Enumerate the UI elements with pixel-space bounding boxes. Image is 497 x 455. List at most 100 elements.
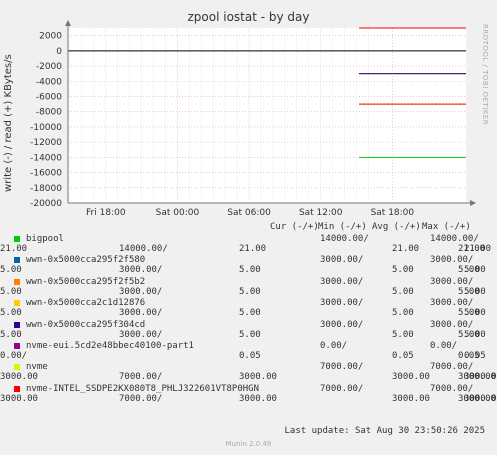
legend-value-max: 3000.00/ [430,255,474,266]
legend-series-name: nvme-eui.5cd2e48bbec40100-part1 [26,340,194,351]
x-tick-label: Sat 18:00 [371,208,415,218]
y-tick-label: -10000 [30,123,62,133]
legend-value-cur2: 5.00 [239,286,261,297]
legend-value-max2: 5.00 [458,308,480,319]
legend-row: wwn-0x5000cca295f2f580 5.00 3000.00/5.00 3… [0,255,494,276]
legend-value-line2: 5.00 [0,308,22,319]
legend-value-min: 7000.00/ [320,383,364,394]
legend-value-avg: 5.00 [464,329,486,340]
legend-value-cur2: 21.00 [239,244,267,254]
legend: bigpool 21.00 14000.00/21.00 14000.00/21.0… [0,234,497,405]
legend-swatch [14,300,20,307]
legend-series-name: wwn-0x5000cca295f304cd [26,319,146,330]
legend-value-cur: 7000.00/ [119,393,163,404]
legend-value-line2: 5.00 [0,329,22,340]
legend-value-cur2: 5.00 [239,329,261,340]
legend-value-avg: 3000.00 [464,393,497,404]
legend-swatch [14,278,20,285]
legend-value-min: 14000.00/ [320,234,369,244]
legend-value-max2: 5.00 [458,286,480,297]
legend-value-max: 3000.00/ [430,276,474,287]
legend-series-name: wwn-0x5000cca2c1d12876 [26,298,146,309]
legend-value-avg: 5.00 [464,286,486,297]
legend-value-max: 7000.00/ [430,362,474,373]
legend-value-min2: 3000.00 [392,393,430,404]
x-tick-label: Sat 00:00 [156,208,200,218]
legend-value-max: 3000.00/ [430,319,474,330]
x-axis-arrow [470,200,476,206]
y-tick-label: -8000 [36,108,62,118]
legend-value-max2: 21.00 [458,244,486,254]
legend-value-line2: 0.00/ [0,350,28,361]
x-tick-label: Fri 18:00 [86,208,126,218]
legend-value-max: 3000.00/ [430,298,474,309]
legend-value-min: 3000.00/ [320,298,364,309]
x-tick-label: Sat 12:00 [299,208,343,218]
legend-value-cur2: 0.05 [239,350,261,361]
legend-value-min2: 5.00 [392,329,414,340]
legend-series-name: nvme-INTEL_SSDPE2KX080T8_PHLJ322601VT8P0… [26,383,259,394]
legend-value-cur2: 5.00 [239,265,261,276]
legend-series-name: nvme [26,362,48,373]
legend-value-min2: 21.00 [392,244,420,254]
legend-value-max: 7000.00/ [430,383,474,394]
legend-swatch [14,321,20,328]
legend-series-name: wwn-0x5000cca295f2f580 [26,255,146,266]
legend-value-cur2: 3000.00 [239,372,277,383]
legend-value-min: 7000.00/ [320,362,364,373]
legend-row: wwn-0x5000cca2c1d12876 5.00 3000.00/5.00 3… [0,298,494,319]
legend-value-cur2: 3000.00 [239,393,277,404]
legend-value-line2: 5.00 [0,286,22,297]
rrdtool-credit: RRDTOOL / TOBI OETIKER [481,24,489,126]
legend-value-min2: 3000.00 [392,372,430,383]
legend-value-line2: 21.00 [0,244,28,254]
legend-value-avg: 0.05 [464,350,486,361]
legend-header-max: Max (-/+) [422,222,471,232]
legend-row: wwn-0x5000cca295f304cd 5.00 3000.00/5.00 3… [0,319,494,341]
chart-area: 2000 0 -2000 -4000 -6000 -8000 -10000 -12000 -14… [30,20,476,218]
legend-row: nvme-eui.5cd2e48bbec40100-part1 0.00/0.0… [0,340,494,362]
legend-value-avg: 5.00 [464,265,486,276]
y-tick-label: -4000 [36,77,62,87]
y-tick-label: -14000 [30,153,62,163]
legend-row: nvme-INTEL_SSDPE2KX080T8_PHLJ322601VT8P0… [0,383,497,405]
legend-value-avg: 3000.00 [464,372,497,383]
legend-value-max: 14000.00/ [430,234,479,244]
munin-version: Munin 2.0.49 [225,440,272,448]
legend-header-avg: Avg (-/+) [372,222,421,232]
legend-value-cur: 14000.00/ [119,244,168,254]
y-axis-arrow [65,20,71,26]
legend-swatch [14,385,20,392]
legend-value-line2: 5.00 [0,265,22,276]
y-tick-label: 0 [56,47,62,57]
legend-value-cur: 3000.00/ [119,329,163,340]
legend-value-min: 0.00/ [320,340,348,351]
legend-value-max2: 5.00 [458,329,480,340]
legend-value-avg: 5.00 [464,308,486,319]
legend-value-min: 3000.00/ [320,255,364,266]
legend-row: wwn-0x5000cca295f2f5b2 5.00 3000.00/5.00 3… [0,276,494,298]
y-tick-label: -18000 [30,184,62,194]
chart-title: zpool iostat - by day [187,10,310,24]
y-tick-label: 2000 [39,32,62,42]
legend-value-min2: 5.00 [392,286,414,297]
legend-swatch [14,342,20,349]
legend-series-name: wwn-0x5000cca295f2f5b2 [26,276,146,287]
legend-value-max: 0.00/ [430,340,458,351]
legend-header-min: Min (-/+) [318,222,367,232]
legend-header-cur: Cur (-/+) [270,222,319,232]
legend-value-min: 3000.00/ [320,276,364,287]
plot-background [68,28,466,203]
y-tick-label: -20000 [30,199,62,209]
y-tick-label: -12000 [30,138,62,148]
last-update: Last update: Sat Aug 30 23:50:26 2025 [284,426,485,436]
legend-value-line2: 3000.00 [0,372,38,383]
legend-value-cur: 3000.00/ [119,308,163,319]
y-tick-label: -6000 [36,92,62,102]
legend-value-min: 3000.00/ [320,319,364,330]
legend-swatch [14,236,20,242]
x-tick-label: Sat 06:00 [227,208,271,218]
legend-value-max2: 3000.00 [458,372,496,383]
legend-value-max2: 5.00 [458,265,480,276]
legend-value-cur: 3000.00/ [119,286,163,297]
